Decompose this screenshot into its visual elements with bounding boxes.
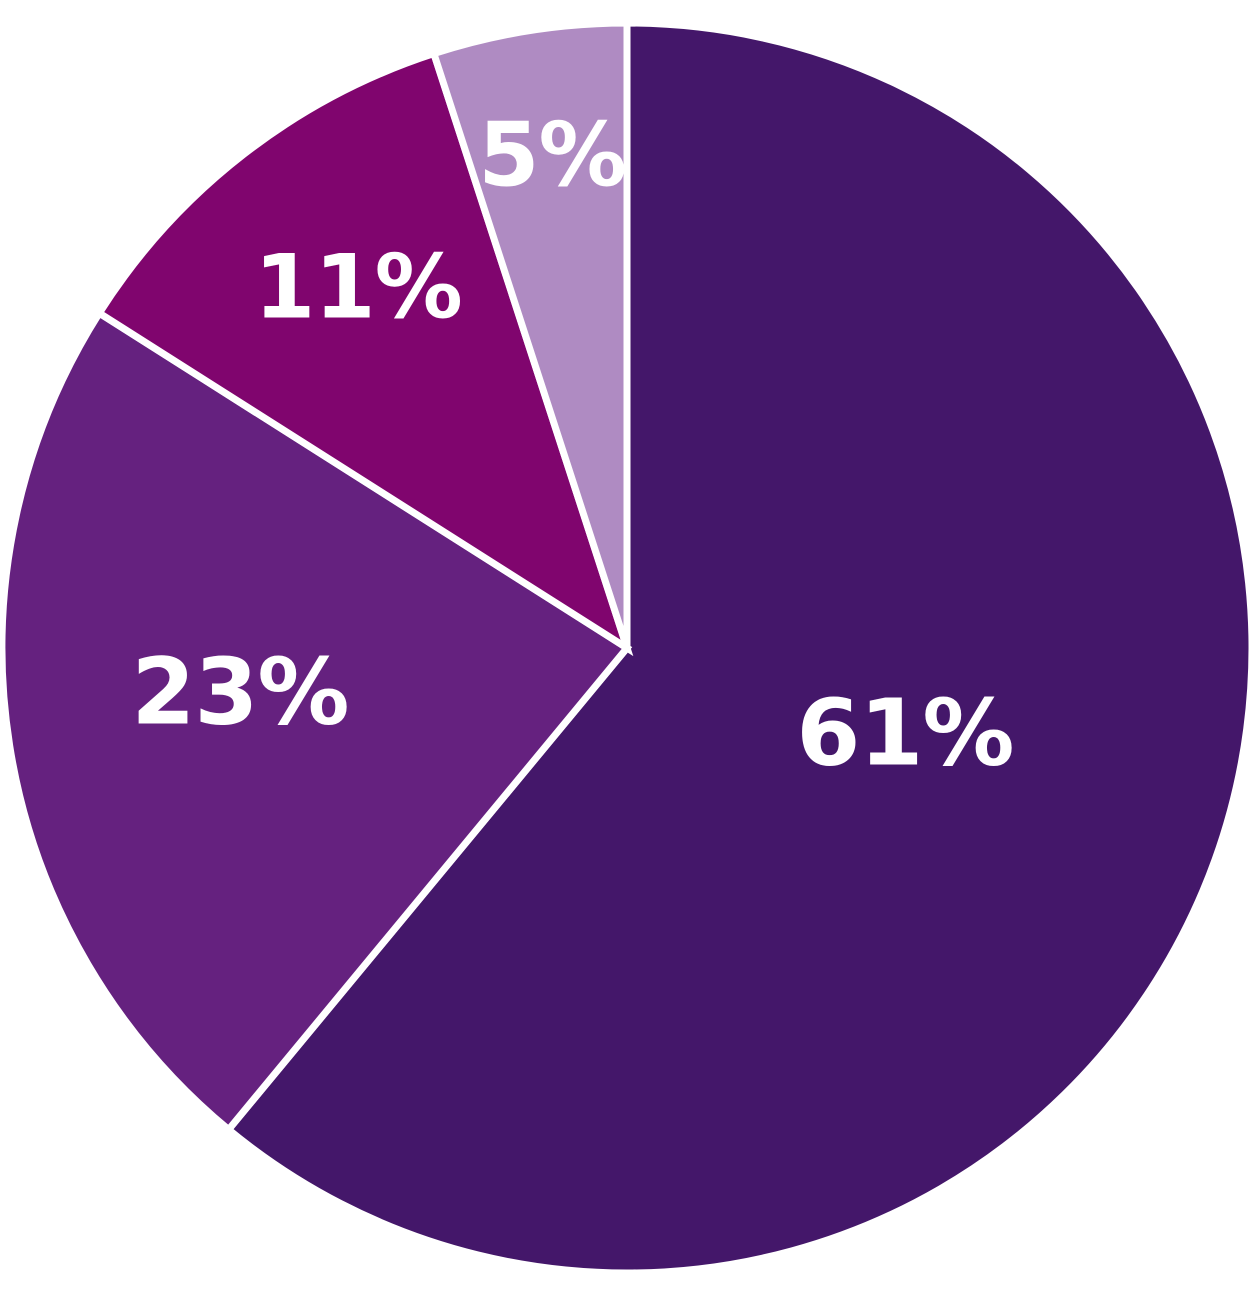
pie-slice-3[interactable] (94, 49, 634, 657)
pie-slice-label-1: 61% (796, 680, 1013, 787)
pie-slice-4[interactable] (429, 19, 631, 650)
pie-labels-group: 61% 23% 11% 5% (131, 104, 1014, 787)
pie-slice-1[interactable] (223, 19, 1255, 1277)
pie-slice-2[interactable] (0, 308, 633, 1135)
pie-slice-label-2: 23% (131, 639, 348, 746)
pie-slice-label-4: 5% (478, 104, 625, 207)
pie-slice-label-3: 11% (254, 236, 462, 339)
pie-slices-group (0, 19, 1255, 1277)
